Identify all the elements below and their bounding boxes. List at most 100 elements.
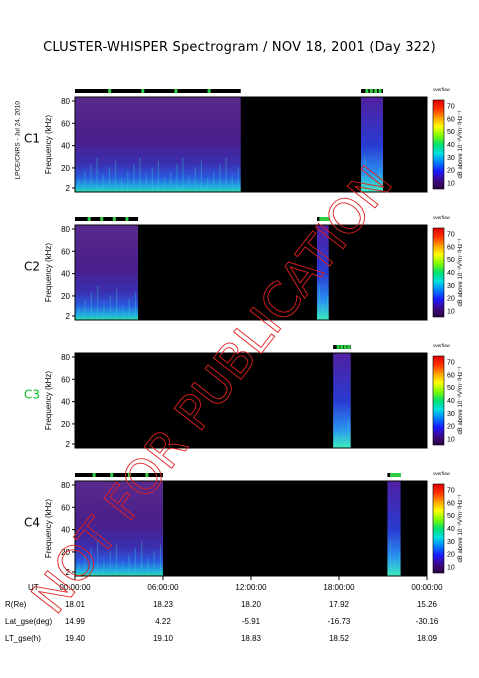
coverage-mark [378, 89, 382, 93]
colorbar-tick-label: 50 [447, 385, 455, 392]
y-tick-label: 2 [66, 568, 71, 577]
spectrogram-streak [109, 295, 111, 320]
spectrogram-streak [122, 305, 124, 320]
spectrogram-streak [133, 164, 135, 192]
colorbar-tick-label: 30 [447, 411, 455, 418]
orbit-value: 18.52 [329, 634, 350, 643]
spectrogram-streak [322, 302, 325, 320]
spectrogram-streak [153, 551, 155, 576]
coverage-mark [326, 217, 330, 221]
orbit-row-label: Lat_gse(deg) [5, 617, 52, 626]
colorbar-tick-label: 70 [447, 232, 455, 239]
orbit-value: -16.73 [328, 617, 351, 626]
spectrogram-streak [128, 298, 130, 320]
colorbar-tick-label: 10 [447, 565, 455, 572]
orbit-value: 18.01 [65, 600, 86, 609]
spectrogram-streak [341, 426, 344, 448]
colorbar-tick-label: 70 [447, 104, 455, 111]
spectrogram-streak [326, 295, 328, 320]
spectrogram-streak [394, 558, 396, 576]
spectrogram-streak [84, 170, 86, 192]
spectrogram-streak [157, 160, 160, 192]
coverage-mark [100, 217, 104, 221]
spectrogram-data [317, 225, 329, 320]
y-tick-label: 60 [61, 247, 70, 256]
coverage-mark [92, 473, 96, 477]
colorbar-label: dB above 10⁻⁸V²m⁻²Hz⁻¹ [457, 238, 464, 306]
colorbar-label: dB above 10⁻⁸V²m⁻²Hz⁻¹ [457, 366, 464, 434]
spectrogram-streak [78, 561, 80, 576]
colorbar-tick-label: 40 [447, 526, 455, 533]
spacecraft-label: C1 [24, 132, 40, 146]
spectrogram-streak [231, 174, 233, 192]
orbit-row-label: R(Re) [5, 600, 27, 609]
orbit-value: 4.22 [155, 617, 171, 626]
spectrogram-streak [121, 177, 123, 192]
y-tick-label: 2 [66, 312, 71, 321]
colorbar-tick-label: 50 [447, 257, 455, 264]
colorbar-label: dB above 10⁻⁸V²m⁻²Hz⁻¹ [457, 494, 464, 562]
colorbar-tick-label: 60 [447, 372, 455, 379]
colorbar-tick-label: 20 [447, 168, 455, 175]
spectrogram-background [75, 353, 427, 448]
y-tick-label: 80 [61, 225, 70, 234]
coverage-bar [75, 89, 241, 93]
spectrogram-streak [389, 541, 391, 576]
spectrogram-streak [103, 558, 105, 576]
colorbar [432, 355, 445, 446]
orbit-value: 19.10 [153, 634, 174, 643]
spectrogram-streak [127, 170, 129, 192]
colorbar-tick-label: 70 [447, 488, 455, 495]
y-tick-label: 60 [61, 119, 70, 128]
spectrogram-streak [194, 167, 196, 192]
orbit-value: 15.26 [417, 600, 438, 609]
coverage-mark [207, 89, 211, 93]
spectrogram-data [333, 353, 351, 448]
y-axis-label: Frequency (kHz) [44, 243, 53, 302]
y-tick-label: 20 [61, 420, 70, 429]
spectrogram-streak [139, 157, 141, 192]
colorbar-tick-label: 40 [447, 398, 455, 405]
spectrogram-streak [159, 544, 162, 576]
y-axis-label: Frequency (kHz) [44, 115, 53, 174]
spectrogram-streak [114, 160, 117, 192]
coverage-mark [397, 473, 401, 477]
colorbar-tick-label: 30 [447, 155, 455, 162]
spectrogram-streak [102, 174, 104, 192]
orbit-value: -30.16 [416, 617, 439, 626]
colorbar-tick-label: 70 [447, 360, 455, 367]
colorbar-tick-label: 50 [447, 129, 455, 136]
orbit-value: -5.91 [242, 617, 261, 626]
spectrogram-streak [336, 433, 338, 448]
coverage-mark [392, 473, 396, 477]
colorbar [432, 227, 445, 318]
spectrogram-streak [170, 170, 172, 192]
spacecraft-label: C3 [24, 388, 40, 402]
spectrogram-streak [379, 167, 381, 192]
y-tick-label: 60 [61, 503, 70, 512]
spectrogram-streak [200, 160, 203, 192]
colorbar-tick-label: 30 [447, 283, 455, 290]
spectrogram-streak [78, 177, 80, 192]
x-tick-label: 00:00:00 [59, 583, 91, 592]
coverage-mark [112, 217, 116, 221]
spectrogram-streak [225, 157, 227, 192]
colorbar-tick-label: 30 [447, 539, 455, 546]
spectrogram-streak [182, 157, 184, 192]
panel-c2: 80 60 40 20 2 Frequency (kHz) C2 overflow 70 60 50… [24, 215, 464, 321]
coverage-mark [174, 89, 178, 93]
orbit-value: 18.20 [241, 600, 262, 609]
spacecraft-label: C2 [24, 260, 40, 274]
panel-frame [74, 96, 428, 193]
y-tick-label: 80 [61, 353, 70, 362]
orbit-value: 18.23 [153, 600, 174, 609]
coverage-mark [125, 217, 129, 221]
y-axis-label: Frequency (kHz) [44, 371, 53, 430]
y-tick-label: 40 [61, 270, 70, 279]
colorbar [432, 99, 445, 190]
orbit-value: 18.09 [417, 634, 438, 643]
spectrogram-streak [188, 174, 190, 192]
ut-label: UT [28, 583, 39, 592]
orbit-value: 18.83 [241, 634, 262, 643]
x-tick-label: 06:00:00 [147, 583, 179, 592]
